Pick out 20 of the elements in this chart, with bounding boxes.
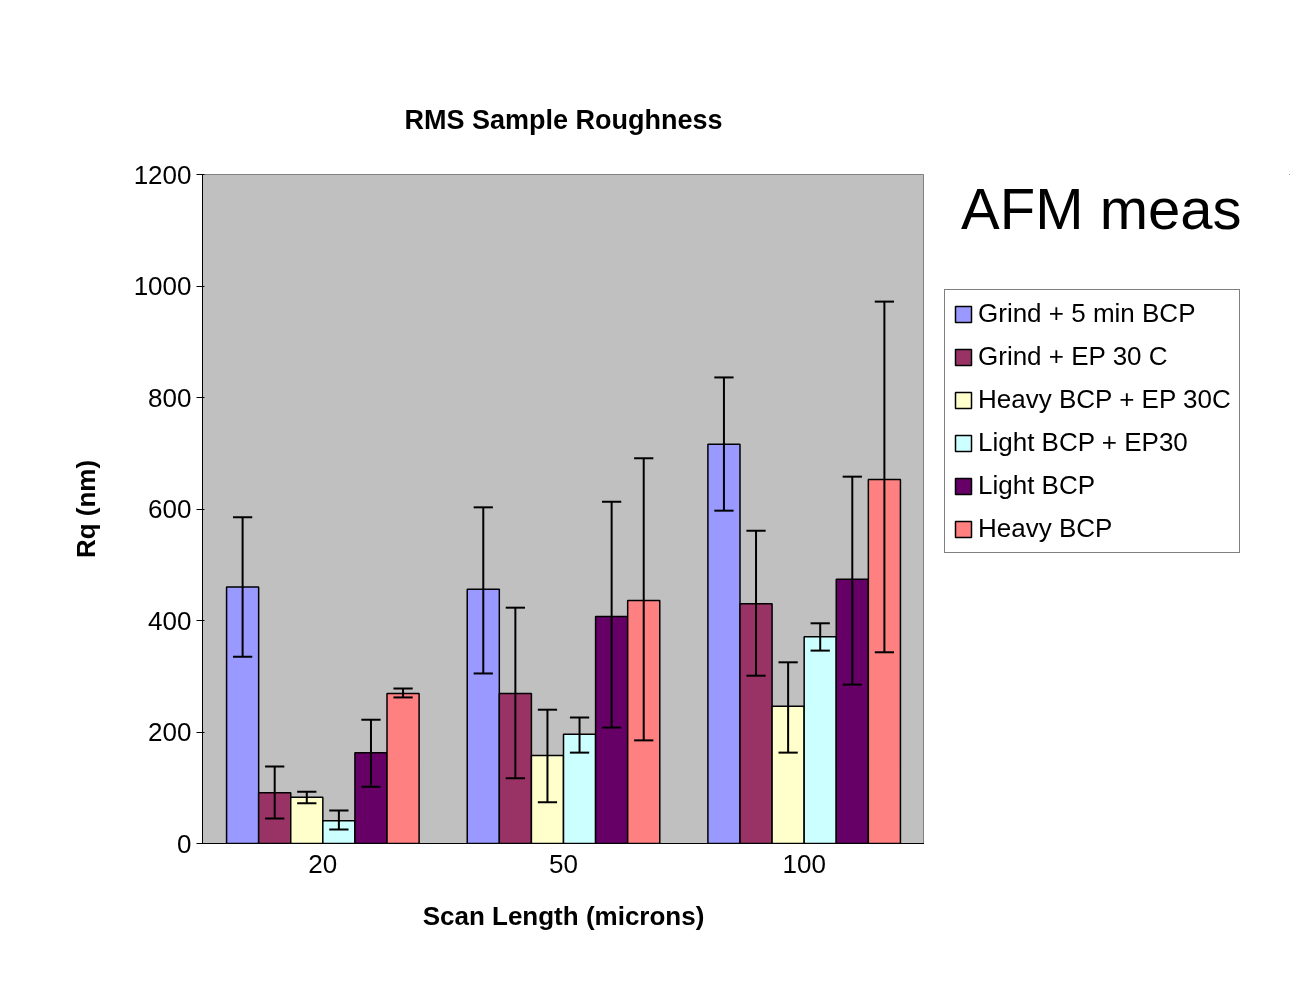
y-tick-label: 0 — [177, 828, 192, 859]
legend-label: Heavy BCP + EP 30C — [978, 384, 1231, 415]
x-tick-label: 20 — [308, 848, 338, 879]
x-tick-label: 50 — [549, 848, 578, 879]
text: AFM meas — [961, 176, 1242, 242]
y-axis-title: Rq (nm) — [70, 459, 101, 559]
legend-label: Light BCP + EP30 — [978, 427, 1188, 458]
legend-label: Grind + 5 min BCP — [978, 298, 1196, 329]
y-tick-label: 200 — [148, 717, 192, 747]
y-tick-label: 1200 — [133, 159, 192, 190]
y-tick-label: 600 — [148, 494, 192, 524]
y-tick-label: 400 — [148, 605, 192, 636]
x-axis-title: Scan Length (microns) — [422, 900, 705, 931]
y-tick-label: 800 — [148, 382, 192, 413]
chart-title: RMS Sample Roughness — [404, 104, 723, 135]
x-tick-label: 100 — [782, 848, 826, 879]
legend-label: Light BCP — [978, 470, 1096, 501]
legend-label: Grind + EP 30 C — [978, 341, 1168, 372]
y-tick-label: 1000 — [133, 271, 192, 301]
legend-label: Heavy BCP — [978, 513, 1113, 544]
